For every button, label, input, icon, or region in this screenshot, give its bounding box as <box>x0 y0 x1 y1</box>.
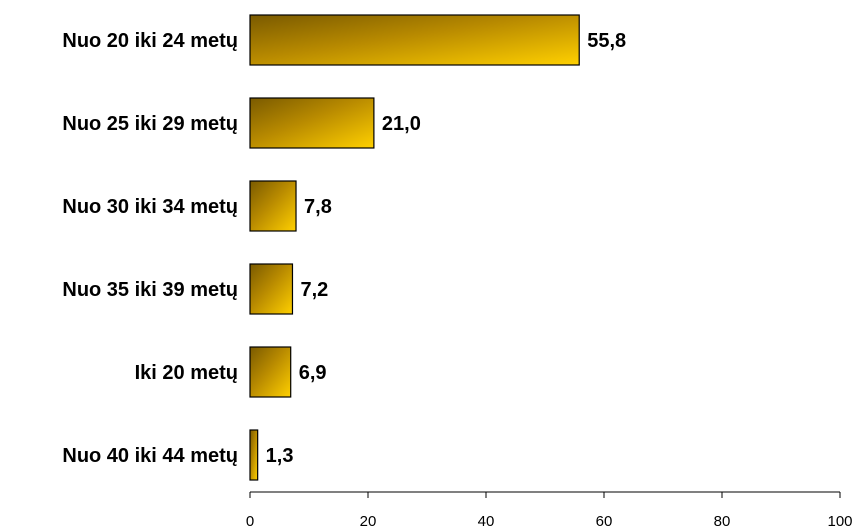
x-tick-label: 80 <box>714 513 731 530</box>
bar <box>249 429 259 481</box>
value-label: 1,3 <box>266 445 294 467</box>
value-label: 7,8 <box>304 196 332 218</box>
category-labels-group: Nuo 20 iki 24 metų Nuo 25 iki 29 metų Nuo … <box>62 30 238 467</box>
x-tick-label: 0 <box>246 513 254 530</box>
category-label: Iki 20 metų <box>135 362 238 384</box>
bars-group <box>249 14 580 481</box>
bar <box>249 14 580 66</box>
x-tick-label: 100 <box>827 513 852 530</box>
value-label: 55,8 <box>587 30 626 52</box>
value-labels-group: 55,8 21,0 7,8 7,2 6,9 1,3 <box>266 30 626 467</box>
bar <box>249 346 292 398</box>
value-label: 7,2 <box>300 279 328 301</box>
x-tick-label: 60 <box>596 513 613 530</box>
category-label: Nuo 25 iki 29 metų <box>62 113 238 135</box>
value-label: 6,9 <box>299 362 327 384</box>
value-label: 21,0 <box>382 113 421 135</box>
x-tick-label: 40 <box>478 513 495 530</box>
bar <box>249 180 297 232</box>
category-label: Nuo 40 iki 44 metų <box>62 445 238 467</box>
x-axis: 0 20 40 60 80 100 <box>246 491 853 530</box>
category-label: Nuo 35 iki 39 metų <box>62 279 238 301</box>
bar <box>249 263 294 315</box>
bar <box>249 97 375 149</box>
x-tick-label: 20 <box>360 513 377 530</box>
category-label: Nuo 20 iki 24 metų <box>62 30 238 52</box>
category-label: Nuo 30 iki 34 metų <box>62 196 238 218</box>
